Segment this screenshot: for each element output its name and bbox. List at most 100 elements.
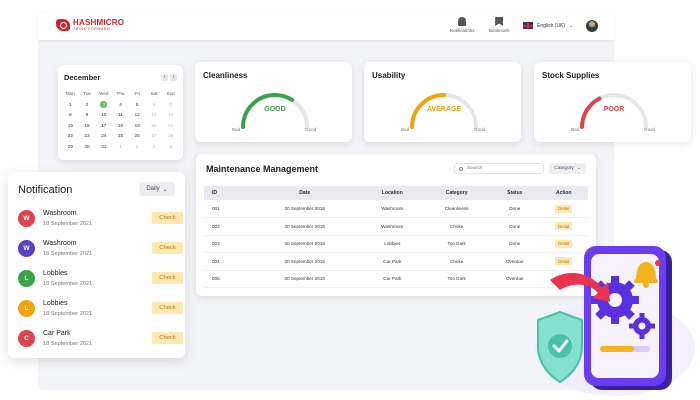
calendar-day[interactable]: 21 bbox=[168, 122, 174, 128]
calendar-day[interactable]: 8 bbox=[69, 112, 72, 117]
calendar-day[interactable]: 16 bbox=[84, 122, 90, 128]
notification-name: Washroom bbox=[43, 210, 77, 217]
detail-button[interactable]: Detail bbox=[555, 204, 573, 213]
gauge-arc bbox=[580, 93, 648, 129]
detail-button[interactable]: Detail bbox=[555, 222, 573, 231]
calendar-day[interactable]: 4 bbox=[119, 101, 122, 107]
hashmicro-logo[interactable]: HASHMICRO THINK FORWARD bbox=[56, 19, 124, 32]
column-action[interactable]: Action bbox=[539, 186, 588, 200]
calendar-day[interactable]: 5 bbox=[135, 101, 139, 107]
notification-item: L Lobbies 18 September 2021 Check bbox=[18, 297, 183, 321]
calendar-day[interactable]: 28 bbox=[168, 133, 174, 138]
bookmark-button[interactable]: Bookmark bbox=[489, 17, 509, 33]
cell-location: Car Park bbox=[361, 270, 424, 288]
table-row[interactable]: 004 30 September 2016 Car Park Choke Overdue… bbox=[204, 252, 588, 271]
top-bar: HASHMICRO THINK FORWARD Notifications Bo… bbox=[38, 12, 614, 40]
table-row[interactable]: 001 30 September 2016 Washroom Cleanliness D… bbox=[204, 200, 588, 218]
cell-date: 30 September 2016 bbox=[248, 252, 362, 271]
check-button[interactable]: Check bbox=[152, 242, 183, 254]
calendar-day[interactable]: 19 bbox=[134, 122, 140, 128]
calendar-prev-button[interactable]: ‹ bbox=[161, 74, 168, 81]
column-category[interactable]: Category bbox=[423, 186, 491, 200]
calendar-day[interactable]: 3 bbox=[100, 100, 108, 108]
cleanliness-gauge bbox=[241, 93, 309, 129]
calendar-day[interactable]: 27 bbox=[151, 133, 157, 138]
calendar-day[interactable]: 10 bbox=[101, 112, 107, 117]
category-dropdown[interactable]: Category ⌄ bbox=[549, 163, 586, 174]
weekday-label: Sat bbox=[150, 91, 158, 96]
calendar-day[interactable]: 22 bbox=[67, 133, 73, 138]
cell-category: Too Dark bbox=[423, 270, 491, 288]
calendar-day[interactable]: 20 bbox=[151, 122, 157, 128]
notifications-button[interactable]: Notifications bbox=[450, 17, 475, 33]
gauge-title: Usability bbox=[372, 71, 406, 80]
weekday-label: Fri bbox=[134, 91, 140, 96]
detail-button[interactable]: Detail bbox=[555, 239, 573, 248]
calendar-day[interactable]: 1 bbox=[119, 143, 122, 149]
checkmark-icon bbox=[552, 339, 569, 353]
calendar-day[interactable]: 9 bbox=[85, 112, 89, 117]
calendar-day[interactable]: 7 bbox=[169, 101, 172, 107]
language-selector[interactable]: English (UK) ⌄ bbox=[523, 22, 573, 29]
detail-button[interactable]: Detail bbox=[555, 257, 573, 266]
notification-date: 18 September 2021 bbox=[43, 281, 93, 287]
search-input[interactable] bbox=[467, 166, 537, 171]
logo-mark-icon bbox=[56, 19, 70, 32]
check-button[interactable]: Check bbox=[152, 272, 183, 284]
calendar-day[interactable]: 6 bbox=[152, 101, 156, 107]
maintenance-illustration bbox=[535, 246, 695, 396]
calendar-day[interactable]: 15 bbox=[67, 122, 73, 128]
table-header-row: ID Date Location Category Status Action bbox=[204, 186, 588, 200]
check-button[interactable]: Check bbox=[152, 332, 183, 344]
calendar-day[interactable]: 4 bbox=[169, 143, 172, 149]
calendar-day[interactable]: 1 bbox=[69, 101, 72, 107]
calendar-day[interactable]: 25 bbox=[117, 133, 124, 138]
calendar-day[interactable]: 24 bbox=[101, 133, 107, 138]
calendar-day[interactable]: 3 bbox=[152, 143, 156, 149]
filter-label: Daily bbox=[146, 186, 160, 192]
usability-gauge bbox=[410, 93, 478, 129]
notification-item: L Lobbies 18 September 2021 Check bbox=[18, 267, 183, 291]
calendar-day[interactable]: 2 bbox=[135, 143, 139, 149]
calendar-day[interactable]: 13 bbox=[151, 112, 157, 117]
cell-date: 30 September 2016 bbox=[248, 217, 362, 236]
table-row[interactable]: 002 30 September 2016 Washroom Choke Done Det… bbox=[204, 217, 588, 236]
calendar-day[interactable]: 26 bbox=[134, 133, 140, 138]
user-avatar[interactable] bbox=[586, 20, 598, 32]
calendar-day[interactable]: 11 bbox=[118, 112, 123, 117]
calendar-next-button[interactable]: › bbox=[170, 74, 177, 81]
calendar-day[interactable]: 12 bbox=[134, 112, 140, 117]
cell-location: Washroom bbox=[361, 200, 424, 218]
notification-filter-dropdown[interactable]: Daily ⌄ bbox=[139, 182, 175, 196]
calendar-day[interactable]: 2 bbox=[85, 101, 89, 107]
calendar-month: December bbox=[64, 73, 101, 82]
stock-supplies-card: Stock Supplies POOR Bad Good bbox=[534, 62, 691, 142]
gauge-good-label: Good bbox=[644, 127, 656, 132]
notification-avatar: W bbox=[18, 240, 35, 257]
calendar-day[interactable]: 30 bbox=[84, 143, 90, 149]
check-button[interactable]: Check bbox=[152, 212, 183, 224]
gauge-status: AVERAGE bbox=[426, 106, 462, 113]
calendar-day[interactable]: 17 bbox=[101, 122, 107, 128]
calendar-day[interactable]: 18 bbox=[117, 122, 124, 128]
table-row[interactable]: 003 30 September 2016 Lobbies Too Dark Done D… bbox=[204, 235, 588, 253]
column-date[interactable]: Date bbox=[248, 186, 362, 200]
check-button[interactable]: Check bbox=[152, 302, 183, 314]
cell-category: Too Dark bbox=[423, 235, 491, 253]
calendar-day[interactable]: 31 bbox=[101, 143, 107, 149]
cell-action: Detail bbox=[539, 200, 588, 218]
gauge-bad-label: Bad bbox=[232, 127, 241, 132]
column-location[interactable]: Location bbox=[361, 186, 424, 200]
gauge-status: GOOD bbox=[264, 106, 286, 113]
maintenance-card: Maintenance Management Category ⌄ ID Dat… bbox=[196, 154, 596, 296]
calendar-day[interactable]: 29 bbox=[67, 143, 73, 149]
calendar-day[interactable]: 23 bbox=[84, 133, 90, 138]
calendar-day[interactable]: 14 bbox=[168, 112, 174, 117]
notification-name: Lobbies bbox=[43, 270, 68, 277]
gauge-title: Stock Supplies bbox=[542, 71, 600, 80]
gauge-bad-label: Bad bbox=[571, 127, 580, 132]
cell-location: Lobbies bbox=[361, 235, 424, 253]
weekday-label: Thu bbox=[116, 91, 125, 96]
column-id[interactable]: ID bbox=[204, 186, 249, 200]
column-status[interactable]: Status bbox=[490, 186, 540, 200]
